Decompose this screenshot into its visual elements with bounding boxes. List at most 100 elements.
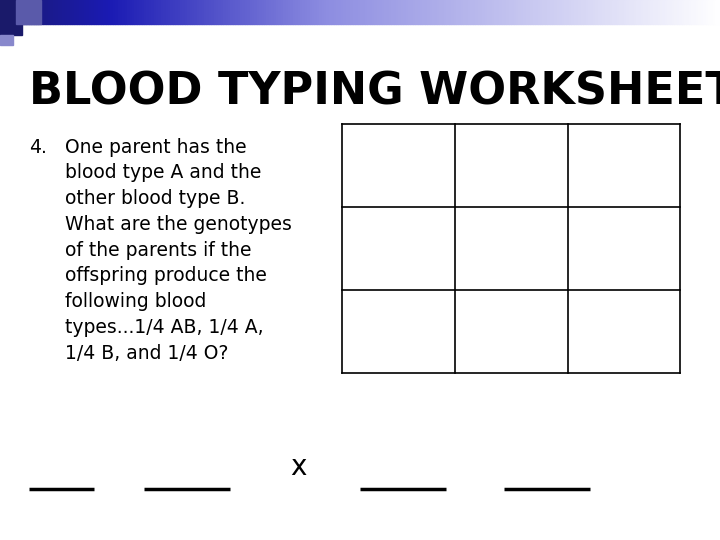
Bar [2, 0, 5, 24]
Bar [583, 0, 585, 24]
Bar [233, 0, 235, 24]
Bar [538, 0, 540, 24]
Bar [643, 0, 646, 24]
Bar [528, 0, 531, 24]
Bar [300, 0, 302, 24]
Bar [0, 0, 22, 35]
Bar [557, 0, 559, 24]
Bar [463, 0, 466, 24]
Bar [240, 0, 243, 24]
Bar [706, 0, 708, 24]
Bar [29, 0, 31, 24]
Bar [261, 0, 264, 24]
Bar [99, 0, 101, 24]
Bar [142, 0, 144, 24]
Bar [456, 0, 459, 24]
Bar [50, 0, 53, 24]
Bar [55, 0, 58, 24]
Bar [307, 0, 310, 24]
Bar [70, 0, 72, 24]
Bar [194, 0, 197, 24]
Bar [653, 0, 655, 24]
Bar [348, 0, 351, 24]
Bar [418, 0, 420, 24]
Bar [103, 0, 106, 24]
Bar [106, 0, 108, 24]
Bar [473, 0, 475, 24]
Bar [34, 0, 36, 24]
Bar [662, 0, 665, 24]
Bar [0, 0, 2, 24]
Bar [439, 0, 441, 24]
Bar [125, 0, 127, 24]
Bar [540, 0, 542, 24]
Bar [485, 0, 487, 24]
Bar [297, 0, 300, 24]
Bar [197, 0, 199, 24]
Bar [9, 0, 12, 24]
Bar [610, 0, 612, 24]
Bar [490, 0, 492, 24]
Bar [113, 0, 115, 24]
Bar [171, 0, 173, 24]
Bar [86, 0, 89, 24]
Bar [499, 0, 502, 24]
Bar [607, 0, 610, 24]
Bar [7, 0, 9, 24]
Bar [468, 0, 470, 24]
Bar [192, 0, 194, 24]
Bar [225, 0, 228, 24]
Bar [689, 0, 691, 24]
Text: x: x [291, 453, 307, 481]
Bar [38, 0, 41, 24]
Bar [526, 0, 528, 24]
Bar [362, 0, 365, 24]
Bar [581, 0, 583, 24]
Bar [130, 0, 132, 24]
Bar [235, 0, 238, 24]
Bar [243, 0, 245, 24]
Bar [686, 0, 689, 24]
Bar [691, 0, 693, 24]
Bar [401, 0, 403, 24]
Bar [144, 0, 146, 24]
Bar [81, 0, 84, 24]
Bar [331, 0, 333, 24]
Bar [571, 0, 574, 24]
Bar [477, 0, 480, 24]
Bar [434, 0, 437, 24]
Bar [137, 0, 139, 24]
Bar [360, 0, 362, 24]
Bar [384, 0, 387, 24]
Bar [516, 0, 518, 24]
Bar [151, 0, 153, 24]
Bar [127, 0, 130, 24]
Bar [252, 0, 254, 24]
Bar [408, 0, 410, 24]
Bar [595, 0, 598, 24]
Bar [641, 0, 643, 24]
Bar [346, 0, 348, 24]
Bar [593, 0, 595, 24]
Bar [122, 0, 125, 24]
Bar [135, 0, 137, 24]
Bar [624, 0, 626, 24]
Bar [175, 0, 178, 24]
Bar [446, 0, 449, 24]
Bar [708, 0, 711, 24]
Bar [523, 0, 526, 24]
Bar [535, 0, 538, 24]
Bar [343, 0, 346, 24]
Bar [5, 0, 7, 24]
Bar [367, 0, 369, 24]
Bar [466, 0, 468, 24]
Bar [677, 0, 679, 24]
Bar [437, 0, 439, 24]
Bar [533, 0, 535, 24]
Bar [48, 0, 50, 24]
Bar [449, 0, 451, 24]
Bar [0, 35, 13, 45]
Bar [96, 0, 99, 24]
Bar [619, 0, 621, 24]
Bar [266, 0, 269, 24]
